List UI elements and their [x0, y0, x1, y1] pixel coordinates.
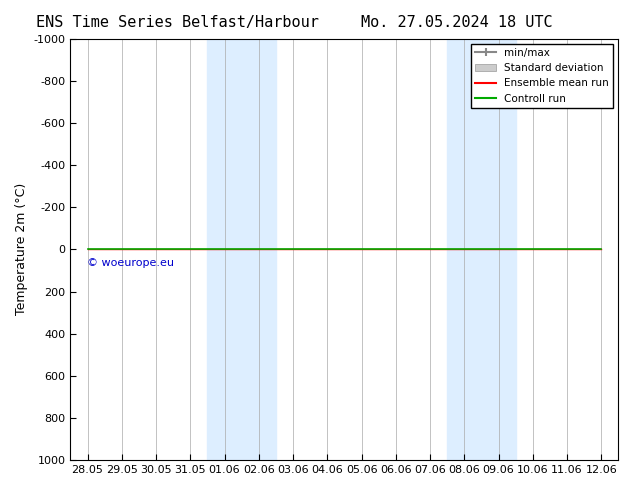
- Text: Mo. 27.05.2024 18 UTC: Mo. 27.05.2024 18 UTC: [361, 15, 552, 30]
- Bar: [207, 39, 276, 460]
- Bar: [447, 39, 515, 460]
- Text: © woeurope.eu: © woeurope.eu: [87, 258, 174, 268]
- Y-axis label: Temperature 2m (°C): Temperature 2m (°C): [15, 183, 28, 316]
- Text: ENS Time Series Belfast/Harbour: ENS Time Series Belfast/Harbour: [36, 15, 319, 30]
- Legend: min/max, Standard deviation, Ensemble mean run, Controll run: min/max, Standard deviation, Ensemble me…: [471, 44, 613, 108]
